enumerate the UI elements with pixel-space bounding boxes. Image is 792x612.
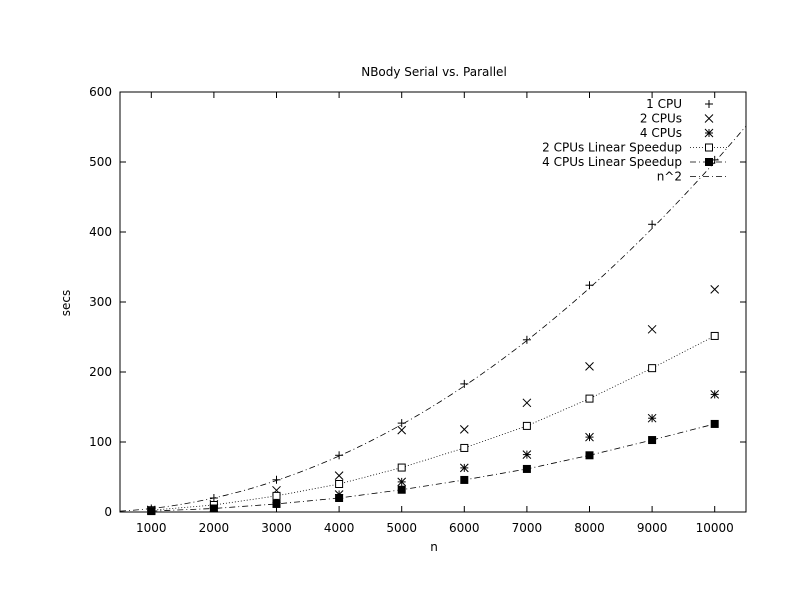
- data-point-series-3: [272, 491, 281, 500]
- series-line-3: [151, 335, 715, 511]
- data-point-series-4: [522, 464, 531, 473]
- x-tick-label: 9000: [637, 521, 668, 535]
- x-tick-label: 4000: [324, 521, 355, 535]
- data-point-series-4: [648, 436, 657, 445]
- data-point-series-4: [335, 494, 344, 502]
- legend-label: 4 CPUs: [640, 126, 682, 140]
- y-tick-label: 500: [89, 155, 112, 169]
- data-point-series-1: [334, 471, 344, 480]
- data-point-series-4: [460, 475, 469, 484]
- data-point-series-0: [648, 220, 657, 229]
- data-point-series-3: [648, 364, 657, 373]
- x-tick-label: 7000: [512, 521, 543, 535]
- legend-marker: [705, 143, 713, 152]
- data-point-series-2: [397, 477, 407, 487]
- data-point-series-1: [585, 362, 594, 371]
- data-point-series-2: [459, 463, 469, 473]
- legend-marker: [705, 158, 713, 166]
- data-point-series-0: [272, 475, 281, 484]
- data-point-series-0: [335, 451, 344, 460]
- y-tick-label: 200: [89, 365, 112, 379]
- x-tick-label: 5000: [386, 521, 417, 535]
- data-point-series-3: [335, 480, 344, 488]
- legend-marker: [704, 114, 714, 123]
- data-point-series-4: [209, 504, 218, 513]
- legend-label: 2 CPUs Linear Speedup: [542, 141, 682, 155]
- data-point-series-3: [522, 421, 531, 430]
- data-point-series-4: [272, 499, 281, 508]
- legend-label: 1 CPU: [646, 97, 682, 111]
- data-point-series-4: [397, 485, 406, 494]
- chart-title: NBody Serial vs. Parallel: [361, 65, 507, 79]
- data-point-series-3: [710, 331, 719, 340]
- data-point-series-1: [647, 324, 657, 334]
- data-point-series-3: [397, 463, 406, 472]
- legend-label: 2 CPUs: [640, 112, 682, 126]
- legend-marker: [704, 128, 714, 138]
- data-point-series-2: [585, 432, 594, 442]
- x-tick-label: 3000: [261, 521, 292, 535]
- data-point-series-0: [522, 335, 531, 344]
- data-point-series-1: [397, 425, 407, 435]
- data-point-series-2: [710, 390, 720, 399]
- data-point-series-1: [459, 425, 469, 434]
- x-axis-label: n: [430, 540, 438, 554]
- legend-label: n^2: [657, 170, 682, 184]
- y-tick-label: 600: [89, 85, 112, 99]
- data-point-series-4: [710, 419, 719, 428]
- data-point-series-0: [460, 379, 469, 388]
- data-point-series-4: [585, 451, 594, 460]
- data-point-series-1: [522, 398, 532, 408]
- y-tick-label: 0: [104, 505, 112, 519]
- data-point-series-3: [460, 443, 469, 452]
- y-tick-label: 100: [89, 435, 112, 449]
- plot-area: 1000 2000 3000 4000 5000 6000 7000 8000 9000 1000…: [89, 85, 747, 535]
- x-tick-label: 8000: [574, 521, 605, 535]
- y-tick-label: 300: [89, 295, 112, 309]
- x-tick-label: 10000: [696, 521, 734, 535]
- legend-label: 4 CPUs Linear Speedup: [542, 155, 682, 169]
- y-tick-label: 400: [89, 225, 112, 239]
- legend-marker: [705, 100, 713, 108]
- x-tick-label: 6000: [449, 521, 480, 535]
- series-line-n2: [119, 125, 747, 512]
- x-tick-label: 2000: [199, 521, 230, 535]
- data-point-series-3: [585, 394, 594, 403]
- series-line-4: [151, 423, 715, 512]
- x-tick-label: 1000: [136, 521, 167, 535]
- data-point-series-2: [522, 450, 532, 459]
- data-point-series-1: [710, 285, 720, 294]
- y-axis-label: secs: [59, 290, 73, 316]
- data-point-series-4: [147, 507, 156, 516]
- data-point-series-2: [647, 413, 657, 423]
